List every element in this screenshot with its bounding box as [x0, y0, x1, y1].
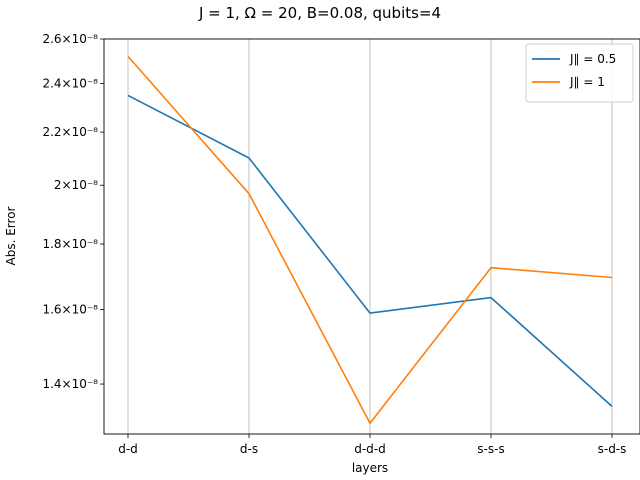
plot-frame [103, 38, 640, 435]
y-tick-label: 1.4×10⁻⁸ [42, 377, 98, 391]
legend: J∥ = 0.5 J∥ = 1 [525, 43, 634, 103]
series-line-1 [127, 94, 613, 407]
grid [127, 39, 613, 434]
x-axis: d-d d-s d-d-d s-s-s s-d-s [118, 434, 626, 456]
x-tick-label: d-d-d [354, 442, 386, 456]
series-lines [127, 55, 613, 425]
y-tick-label: 2.4×10⁻⁸ [42, 77, 98, 91]
x-tick-label: d-s [240, 442, 258, 456]
chart-title: J = 1, Ω = 20, B=0.08, qubits=4 [198, 4, 441, 22]
legend-label: J∥ = 0.5 [569, 52, 616, 66]
x-tick-label: s-s-s [477, 442, 504, 456]
legend-label: J∥ = 1 [569, 75, 605, 89]
x-tick-label: d-d [118, 442, 138, 456]
y-axis: 1.4×10⁻⁸ 1.6×10⁻⁸ 1.8×10⁻⁸ 2×10⁻⁸ 2.2×10⁻⁸ 2.… [42, 32, 104, 391]
series-line-2 [127, 55, 613, 425]
y-tick-label: 2.2×10⁻⁸ [42, 125, 98, 139]
y-axis-label: Abs. Error [4, 206, 18, 265]
y-tick-label: 2.6×10⁻⁸ [42, 32, 98, 46]
y-tick-label: 2×10⁻⁸ [54, 178, 98, 192]
x-tick-label: s-d-s [598, 442, 627, 456]
y-tick-label: 1.6×10⁻⁸ [42, 303, 98, 317]
y-tick-label: 1.8×10⁻⁸ [42, 237, 98, 251]
x-axis-label: layers [352, 461, 388, 475]
